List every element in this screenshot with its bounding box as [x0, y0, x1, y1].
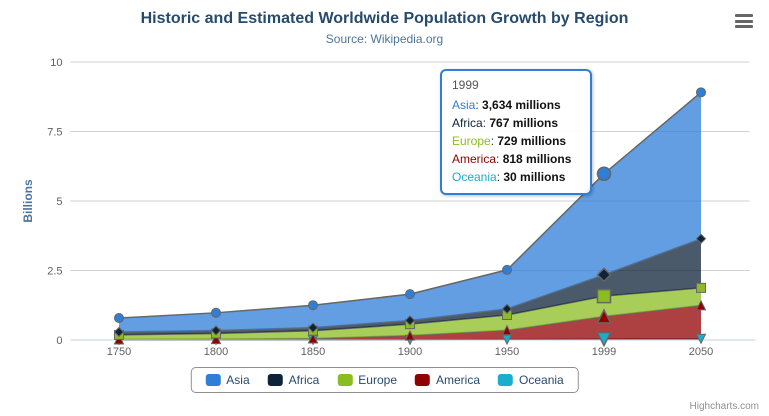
- data-point-europe-1999[interactable]: [596, 288, 612, 304]
- data-point-asia-1750[interactable]: [114, 313, 124, 324]
- legend-item-america[interactable]: America: [415, 373, 480, 387]
- legend-swatch-asia: [205, 374, 221, 386]
- data-point-africa-1750[interactable]: [113, 326, 125, 338]
- data-point-asia-1800[interactable]: [211, 307, 221, 318]
- data-point-asia-1900[interactable]: [405, 289, 415, 300]
- legend-label: Africa: [288, 373, 320, 387]
- chart-subtitle: Source: Wikipedia.org: [325, 32, 444, 46]
- area-series-asia[interactable]: [119, 92, 701, 332]
- data-point-oceania-2050[interactable]: [695, 333, 707, 345]
- area-series-america[interactable]: [119, 305, 701, 340]
- legend-label: Oceania: [519, 373, 564, 387]
- data-point-asia-2050[interactable]: [696, 87, 706, 98]
- legend-item-oceania[interactable]: Oceania: [498, 373, 564, 387]
- hamburger-icon: [735, 14, 753, 17]
- legend-item-africa[interactable]: Africa: [267, 373, 320, 387]
- data-point-oceania-1999[interactable]: [596, 331, 612, 348]
- x-axis-label: 1800: [204, 346, 228, 358]
- hamburger-icon: [735, 25, 753, 28]
- data-point-america-1999[interactable]: [596, 308, 612, 324]
- data-point-asia-1950[interactable]: [502, 264, 512, 275]
- legend-item-europe[interactable]: Europe: [337, 373, 397, 387]
- y-axis-label: 0: [56, 335, 62, 347]
- area-series-africa[interactable]: [119, 238, 701, 335]
- export-menu-button[interactable]: [735, 14, 753, 28]
- y-axis-title: Billions: [21, 179, 35, 223]
- legend-swatch-oceania: [498, 374, 514, 386]
- data-point-america-2050[interactable]: [695, 299, 707, 311]
- data-point-america-1900[interactable]: [404, 329, 416, 341]
- legend-swatch-america: [415, 374, 431, 386]
- y-axis-label: 10: [50, 57, 62, 69]
- x-axis-label: 1750: [107, 346, 131, 358]
- data-point-america-1950[interactable]: [501, 324, 513, 336]
- legend-swatch-europe: [337, 374, 353, 386]
- data-point-africa-1900[interactable]: [404, 315, 416, 326]
- legend-label: America: [436, 373, 481, 387]
- data-point-africa-1999[interactable]: [596, 267, 612, 283]
- legend-label: Europe: [358, 373, 398, 387]
- x-axis-label: 1999: [592, 346, 616, 358]
- data-point-america-1800[interactable]: [210, 333, 222, 345]
- legend-swatch-africa: [267, 374, 283, 386]
- hamburger-icon: [735, 19, 753, 23]
- legend-label: Asia: [226, 373, 250, 387]
- legend-item-asia[interactable]: Asia: [205, 373, 250, 387]
- legend: Asia Africa Europe America Oceania: [190, 367, 579, 393]
- credits-link[interactable]: Highcharts.com: [689, 401, 759, 412]
- y-axis-label: 5: [56, 196, 62, 208]
- x-axis-label: 1900: [398, 346, 422, 358]
- x-axis-label: 1950: [495, 346, 519, 358]
- data-point-europe-2050[interactable]: [696, 282, 706, 293]
- y-axis-label: 7.5: [47, 127, 62, 139]
- data-point-asia-1999[interactable]: [596, 166, 612, 182]
- data-point-africa-1800[interactable]: [210, 325, 222, 336]
- data-point-africa-1850[interactable]: [307, 322, 319, 333]
- data-point-africa-2050[interactable]: [695, 233, 707, 244]
- data-point-america-1850[interactable]: [307, 332, 319, 344]
- data-point-africa-1950[interactable]: [501, 303, 513, 315]
- data-point-asia-1850[interactable]: [308, 300, 318, 311]
- x-axis-label: 2050: [689, 346, 713, 358]
- chart-title: Historic and Estimated Worldwide Populat…: [140, 10, 629, 27]
- y-axis-label: 2.5: [47, 266, 62, 278]
- x-axis-label: 1850: [301, 346, 325, 358]
